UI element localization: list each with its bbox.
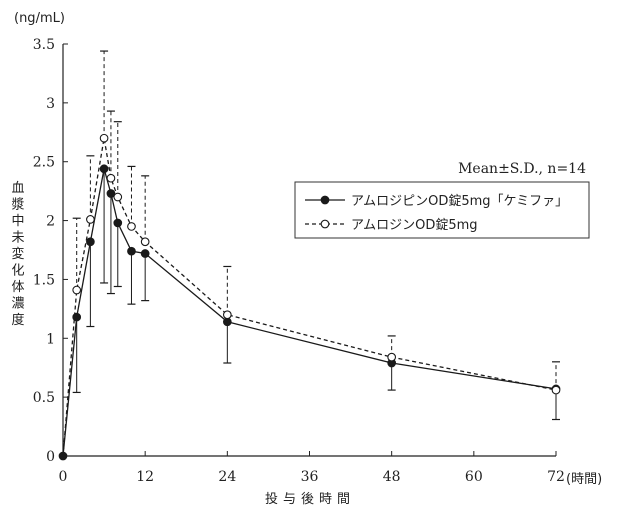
y-axis-label-char: 未 (11, 231, 24, 246)
series-2 (62, 50, 561, 457)
x-tick-label: 36 (301, 469, 319, 485)
legend-marker (320, 195, 330, 205)
x-tick-label: 24 (218, 469, 236, 485)
legend-label: アムロジピンOD錠5mg「ケミファ」 (351, 194, 568, 209)
axes: 0 0.5 1 1.5 2 2.5 3 3.5 0 12 24 36 48 60 72 (33, 37, 565, 485)
y-tick-label: 2 (46, 214, 55, 230)
x-tick-label: 12 (136, 469, 154, 485)
x-tick-label: 60 (465, 469, 483, 485)
data-point (127, 246, 136, 256)
y-axis-label-char: 血 (11, 181, 24, 196)
series-1 (58, 164, 561, 461)
data-point (222, 310, 232, 320)
data-point (387, 352, 397, 362)
data-point (551, 385, 561, 395)
data-point (113, 218, 123, 228)
x-tick-label: 72 (547, 469, 565, 485)
y-tick-label: 2.5 (33, 155, 55, 171)
data-point (140, 249, 150, 258)
data-point (140, 237, 150, 247)
y-unit-label: (ng/mL) (14, 11, 65, 26)
y-axis-label: 血漿中未変化体濃度 (11, 181, 24, 328)
y-axis-label-char: 中 (11, 214, 24, 229)
legend-label: アムロジンOD錠5mg (351, 218, 478, 233)
data-point (86, 237, 95, 247)
y-axis-label-char: 変 (11, 246, 24, 262)
stats-annotation: Mean±S.D., n=14 (458, 161, 586, 177)
y-tick-label: 0.5 (33, 390, 55, 406)
data-point (222, 317, 232, 327)
data-point (86, 215, 95, 224)
y-tick-label: 3 (46, 96, 55, 112)
y-tick-label: 1.5 (33, 272, 55, 288)
y-axis-label-char: 度 (11, 312, 24, 328)
data-point (72, 285, 82, 295)
legend-box (294, 181, 590, 239)
x-axis-label: 投与後時間 (265, 491, 355, 507)
legend-marker (320, 219, 330, 229)
y-tick-label: 0 (46, 449, 55, 465)
data-point (99, 133, 109, 143)
data-point (106, 189, 116, 198)
data-point (99, 164, 109, 174)
legend: アムロジピンOD錠5mg「ケミファ」アムロジンOD錠5mg (294, 181, 590, 239)
data-point (106, 173, 116, 183)
y-axis-label-text: 血漿中未変化体濃度 (11, 181, 24, 328)
y-tick-label: 1 (46, 331, 55, 347)
series-layer (58, 50, 561, 461)
x-tick-label: 0 (59, 469, 68, 485)
y-axis-label-char: 濃 (11, 297, 24, 312)
y-axis-label-char: 漿 (11, 198, 24, 213)
x-unit-label: (時間) (566, 472, 602, 487)
y-tick-label: 3.5 (33, 37, 55, 53)
y-axis-label-char: 体 (11, 280, 24, 295)
y-axis-label-char: 化 (11, 264, 24, 279)
data-point (127, 222, 136, 231)
data-point (113, 192, 123, 202)
x-tick-label: 48 (383, 469, 401, 485)
